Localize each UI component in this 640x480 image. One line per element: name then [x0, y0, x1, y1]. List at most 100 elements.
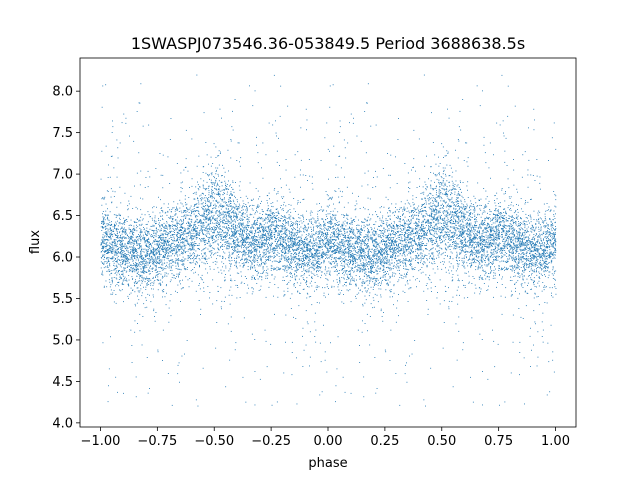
data-point: [166, 221, 168, 222]
data-point: [268, 243, 269, 244]
data-point: [366, 255, 367, 256]
data-points: [100, 74, 557, 407]
data-point: [143, 303, 145, 305]
data-point: [300, 127, 302, 129]
data-point: [503, 215, 505, 217]
data-point: [143, 239, 145, 241]
data-point: [199, 219, 201, 221]
data-point: [257, 256, 259, 258]
data-point: [410, 231, 412, 232]
data-point: [126, 256, 128, 258]
data-point: [243, 229, 245, 231]
data-point: [488, 200, 490, 202]
data-point: [225, 239, 227, 240]
data-point: [494, 366, 496, 368]
data-point: [168, 225, 170, 227]
data-point: [409, 241, 411, 243]
data-point: [383, 274, 385, 276]
data-point: [188, 208, 190, 210]
data-point: [469, 241, 471, 243]
data-point: [300, 244, 302, 245]
data-point: [510, 268, 511, 270]
data-point: [114, 269, 116, 271]
data-point: [220, 181, 222, 183]
data-point: [180, 202, 182, 204]
data-point: [463, 236, 465, 238]
data-point: [469, 257, 470, 259]
data-point: [352, 257, 353, 258]
data-point: [273, 231, 275, 233]
data-point: [226, 186, 228, 187]
data-point: [448, 238, 450, 239]
data-point: [474, 260, 475, 262]
data-point: [509, 244, 511, 246]
data-point: [372, 278, 374, 280]
data-point: [364, 281, 366, 283]
data-point: [269, 259, 271, 261]
data-point: [396, 233, 397, 234]
data-point: [438, 190, 440, 192]
data-point: [545, 260, 547, 262]
data-point: [132, 255, 134, 257]
data-point: [286, 266, 288, 268]
data-point: [125, 237, 127, 239]
data-point: [395, 321, 397, 323]
data-point: [317, 233, 319, 235]
data-point: [254, 277, 255, 278]
data-point: [158, 251, 160, 253]
data-point: [528, 249, 530, 251]
data-point: [288, 245, 290, 247]
data-point: [180, 248, 182, 250]
data-point: [193, 206, 195, 207]
data-point: [341, 301, 343, 303]
data-point: [499, 242, 500, 244]
data-point: [363, 267, 365, 269]
data-point: [331, 243, 333, 244]
data-point: [317, 286, 318, 288]
data-point: [528, 259, 530, 261]
data-point: [351, 236, 353, 238]
data-point: [201, 206, 203, 208]
data-point: [451, 223, 453, 225]
data-point: [408, 226, 410, 228]
data-point: [517, 297, 519, 299]
data-point: [405, 241, 407, 243]
data-point: [507, 231, 509, 233]
data-point: [434, 199, 436, 201]
data-point: [208, 197, 210, 198]
data-point: [231, 206, 233, 208]
data-point: [108, 231, 110, 233]
data-point: [426, 155, 427, 157]
data-point: [324, 235, 326, 237]
data-point: [443, 240, 445, 242]
data-point: [438, 253, 440, 255]
data-point: [327, 244, 329, 245]
data-point: [507, 244, 509, 246]
data-point: [555, 234, 556, 235]
data-point: [198, 221, 200, 223]
data-point: [171, 250, 173, 252]
data-point: [512, 240, 514, 242]
data-point: [554, 286, 556, 288]
data-point: [217, 184, 218, 186]
data-point: [308, 244, 310, 245]
data-point: [276, 200, 278, 202]
data-point: [290, 265, 291, 266]
data-point: [330, 237, 332, 238]
data-point: [291, 234, 293, 236]
data-point: [188, 223, 190, 225]
data-point: [122, 272, 124, 274]
data-point: [367, 184, 369, 186]
data-point: [446, 180, 448, 182]
data-point: [440, 217, 442, 219]
data-point: [211, 183, 213, 185]
data-point: [249, 213, 251, 215]
data-point: [208, 219, 210, 221]
data-point: [330, 223, 331, 225]
data-point: [434, 209, 436, 211]
data-point: [432, 229, 433, 231]
data-point: [187, 243, 189, 244]
data-point: [302, 255, 304, 257]
data-point: [234, 250, 236, 251]
data-point: [395, 255, 396, 257]
